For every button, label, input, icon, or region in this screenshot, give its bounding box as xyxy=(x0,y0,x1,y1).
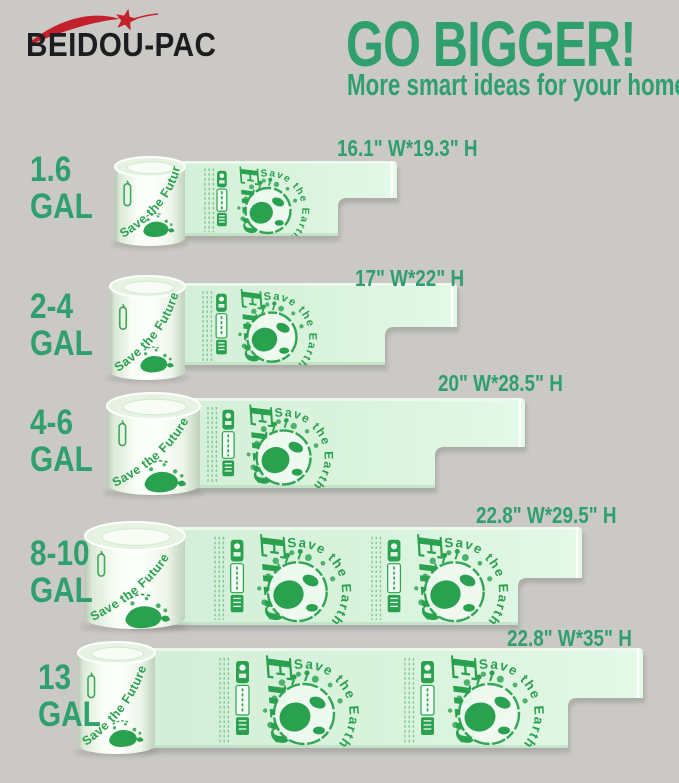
svg-text:Save the Earth S: Save the Earth S xyxy=(293,656,361,764)
gallon-size: 13 xyxy=(38,658,72,697)
dimension-label: 17" W*22" H xyxy=(355,265,465,291)
gallon-label: 8-10 GAL xyxy=(30,535,93,609)
svg-text:Save the Earth S: Save the Earth S xyxy=(274,405,336,504)
gallon-label: 13 GAL xyxy=(38,659,101,733)
brand-swoosh-icon xyxy=(30,8,159,44)
gallon-size: 1.6 xyxy=(30,150,72,189)
gallon-size: 8-10 xyxy=(30,534,90,573)
dimension-label: 20" W*28.5" H xyxy=(438,370,563,396)
svg-text:Embrace: Embrace xyxy=(442,653,495,783)
svg-text:Save the Earth S: Save the Earth S xyxy=(260,168,310,250)
svg-text:Embrace: Embrace xyxy=(241,402,289,570)
svg-text:Save the Earth S: Save the Earth S xyxy=(263,291,318,381)
svg-text:Embrace: Embrace xyxy=(409,532,460,714)
gallon-unit: GAL xyxy=(30,440,93,479)
gallon-unit: GAL xyxy=(30,571,93,610)
svg-text:Save the Future: Save the Future xyxy=(110,415,192,490)
svg-text:Embrace: Embrace xyxy=(257,653,310,783)
headline: GO BIGGER! xyxy=(346,8,636,80)
svg-text:Embrace: Embrace xyxy=(232,164,272,307)
gallon-size: 4-6 xyxy=(30,403,74,442)
gallon-size: 2-4 xyxy=(30,287,74,326)
gallon-unit: GAL xyxy=(38,695,101,734)
subheadline: More smart ideas for your home xyxy=(347,67,679,102)
gallon-label: 4-6 GAL xyxy=(30,404,93,478)
gallon-unit: GAL xyxy=(30,187,93,226)
svg-text:Embrace: Embrace xyxy=(234,287,278,442)
gallon-unit: GAL xyxy=(30,324,93,363)
svg-text:Save the Future: Save the Future xyxy=(112,290,182,374)
svg-text:Save the Earth S: Save the Earth S xyxy=(478,656,546,764)
dimension-label: 22.8" W*29.5" H xyxy=(476,502,617,528)
gallon-label: 2-4 GAL xyxy=(30,288,93,362)
gallon-label: 1.6 GAL xyxy=(30,151,93,225)
brand-name: BEIDOU-PAC xyxy=(26,26,217,63)
svg-text:Embrace: Embrace xyxy=(252,532,303,714)
dimension-label: 22.8" W*35" H xyxy=(507,625,632,651)
dimension-label: 16.1" W*19.3" H xyxy=(337,135,478,161)
svg-text:Save the Future: Save the Future xyxy=(88,551,172,624)
svg-text:Save the Earth S: Save the Earth S xyxy=(444,535,511,642)
svg-text:Save the Earth S: Save the Earth S xyxy=(287,535,354,642)
